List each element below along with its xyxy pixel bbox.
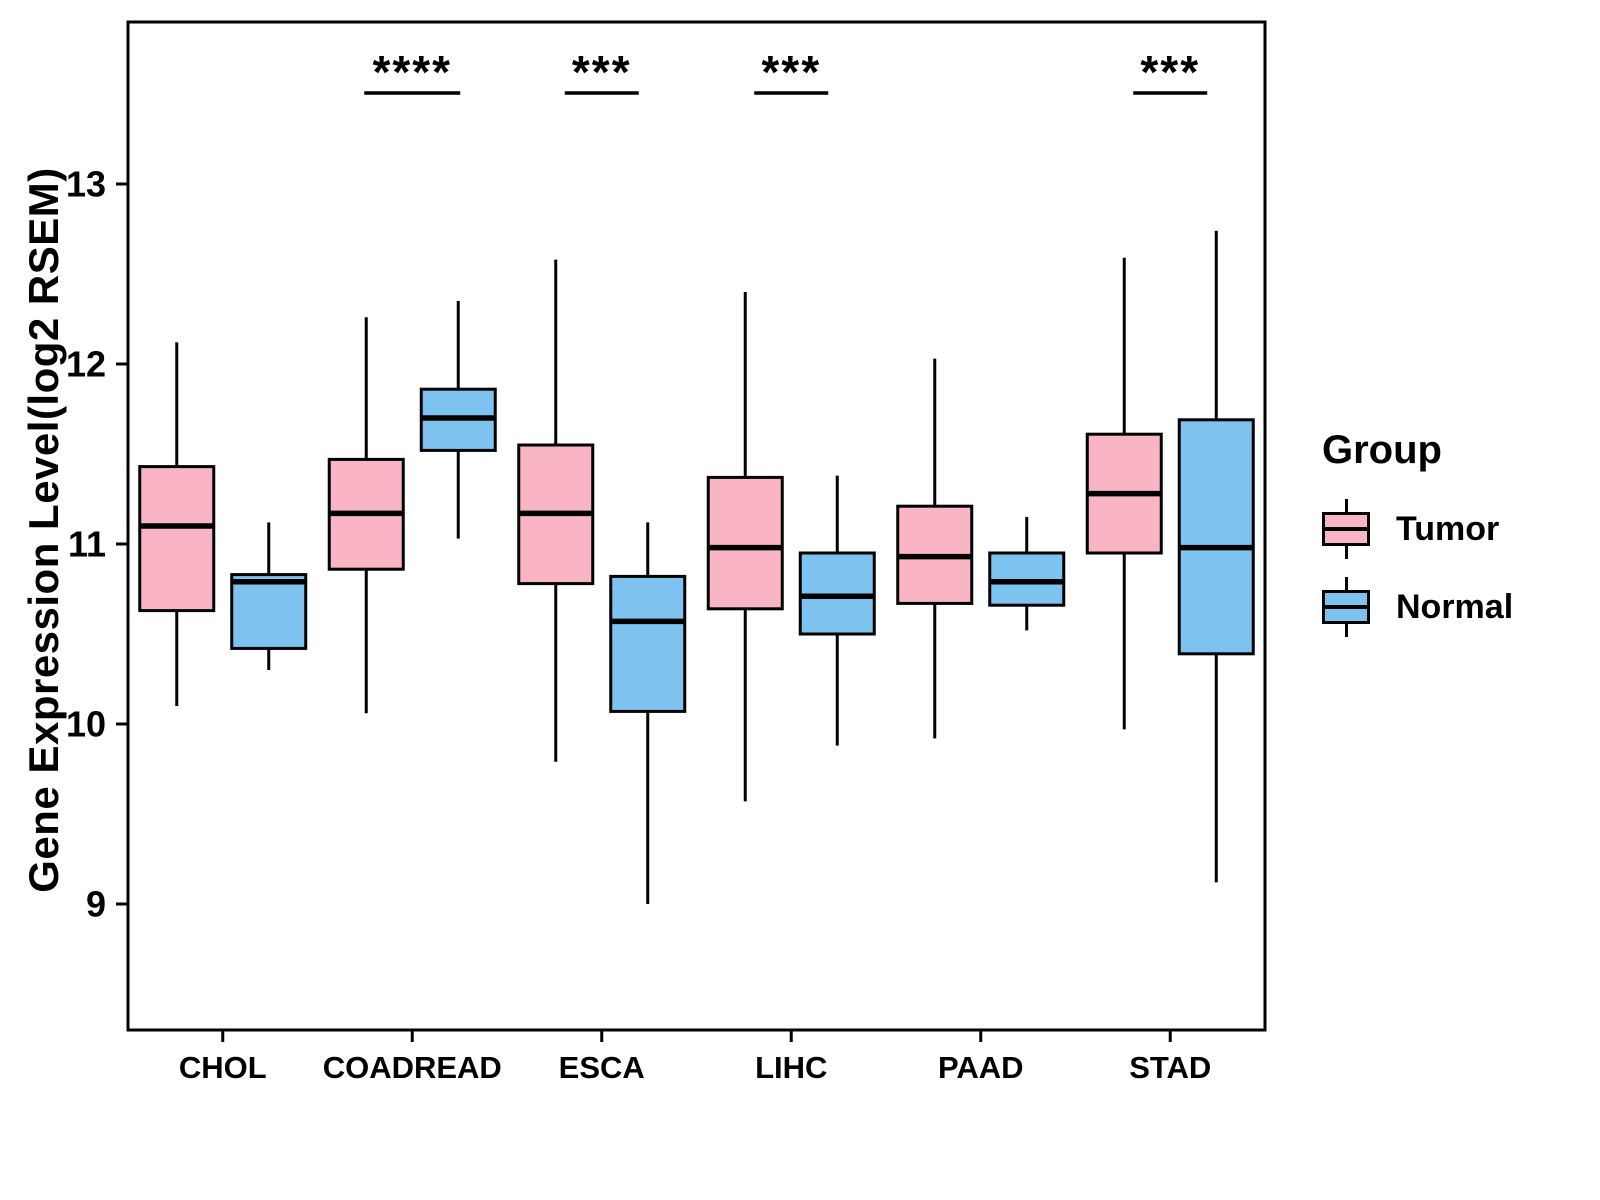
y-axis-title: Gene Expression Level(log2 RSEM) (20, 167, 67, 893)
y-axis-tick-label: 12 (66, 344, 106, 385)
x-axis-label-lihc: LIHC (755, 1050, 827, 1085)
legend: Group Tumor Normal (1322, 428, 1513, 655)
x-axis-label-stad: STAD (1129, 1050, 1211, 1085)
legend-item-tumor: Tumor (1322, 499, 1513, 559)
legend-key-median (1325, 605, 1367, 609)
significance-stars-coadread: **** (372, 46, 452, 98)
legend-key-box (1322, 512, 1370, 546)
plot-panel-border (126, 20, 1267, 1032)
x-axis-label-paad: PAAD (938, 1050, 1024, 1085)
significance-stars-esca: *** (572, 46, 632, 98)
x-axis-label-esca: ESCA (559, 1050, 645, 1085)
significance-stars-stad: *** (1140, 46, 1200, 98)
y-axis-tick-label: 10 (66, 704, 106, 745)
normal-boxplot-key-icon (1322, 577, 1370, 637)
legend-key-box (1322, 590, 1370, 624)
x-axis-label-coadread: COADREAD (323, 1050, 502, 1085)
y-axis-tick-label: 11 (68, 524, 106, 565)
legend-label-normal: Normal (1396, 587, 1514, 626)
box-tumor-chol (138, 465, 216, 613)
y-axis-tick-label: 13 (66, 164, 106, 205)
legend-item-normal: Normal (1322, 577, 1513, 637)
box-normal-chol (230, 573, 308, 650)
box-tumor-lihc (706, 475, 784, 611)
significance-stars-lihc: *** (761, 46, 821, 98)
box-normal-stad (1177, 418, 1255, 656)
tumor-boxplot-key-icon (1322, 499, 1370, 559)
legend-title: Group (1322, 428, 1442, 472)
y-axis-tick-label: 9 (86, 884, 106, 925)
box-normal-esca (609, 574, 687, 713)
legend-key-median (1325, 527, 1367, 531)
legend-label-tumor: Tumor (1396, 509, 1500, 548)
x-axis-label-chol: CHOL (179, 1050, 267, 1085)
